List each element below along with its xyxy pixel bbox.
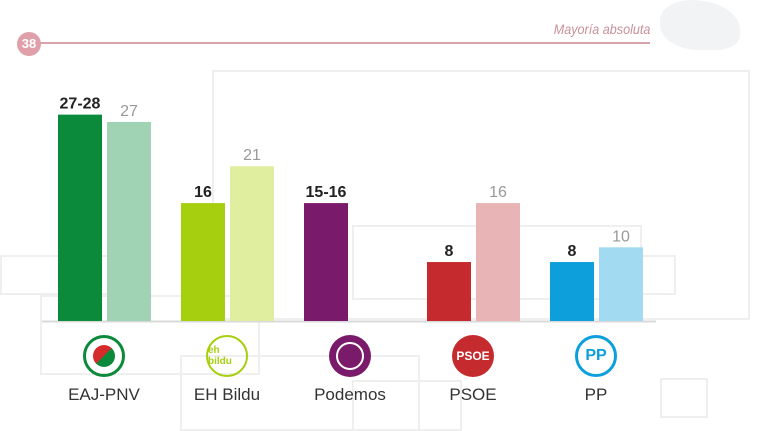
- category-label: PP: [584, 385, 608, 404]
- podemos-logo: [329, 335, 371, 377]
- eh-bildu-logo: eh bildu: [206, 335, 248, 377]
- category-label: EAJ-PNV: [68, 385, 140, 404]
- bar-eh bildu-previous: [230, 166, 274, 321]
- bar-eaj-pnv-previous: [107, 122, 151, 321]
- bar-psoe-forecast: [427, 262, 471, 321]
- page-number-badge: 38: [17, 32, 41, 56]
- category-label: PSOE: [449, 385, 497, 404]
- eaj-pnv-logo: [83, 335, 125, 377]
- data-label: 15-16: [306, 184, 347, 201]
- data-label: 16: [194, 184, 212, 201]
- map-watermark: [660, 0, 740, 50]
- data-label: 8: [445, 243, 454, 260]
- data-label: 16: [489, 184, 507, 201]
- psoe-logo: PSOE: [452, 335, 494, 377]
- data-label: 27: [120, 103, 138, 120]
- bar-pp-forecast: [550, 262, 594, 321]
- chart-title: Mayoría absoluta: [553, 21, 650, 37]
- pp-logo: PP: [575, 335, 617, 377]
- bg-box: [352, 380, 462, 431]
- bar-eaj-pnv-forecast: [58, 114, 102, 321]
- data-label: 8: [568, 243, 577, 260]
- bg-box: [180, 355, 420, 431]
- bar-podemos-forecast: [304, 203, 348, 321]
- majority-line: [40, 42, 650, 44]
- category-label: EH Bildu: [193, 385, 261, 404]
- category-label: Podemos: [314, 385, 386, 404]
- bg-box: [660, 378, 708, 418]
- data-label: 10: [612, 228, 630, 245]
- data-label: 21: [243, 147, 261, 164]
- data-label: 27-28: [60, 96, 101, 113]
- bar-eh bildu-forecast: [181, 203, 225, 321]
- bar-psoe-previous: [476, 203, 520, 321]
- bar-pp-previous: [599, 247, 643, 321]
